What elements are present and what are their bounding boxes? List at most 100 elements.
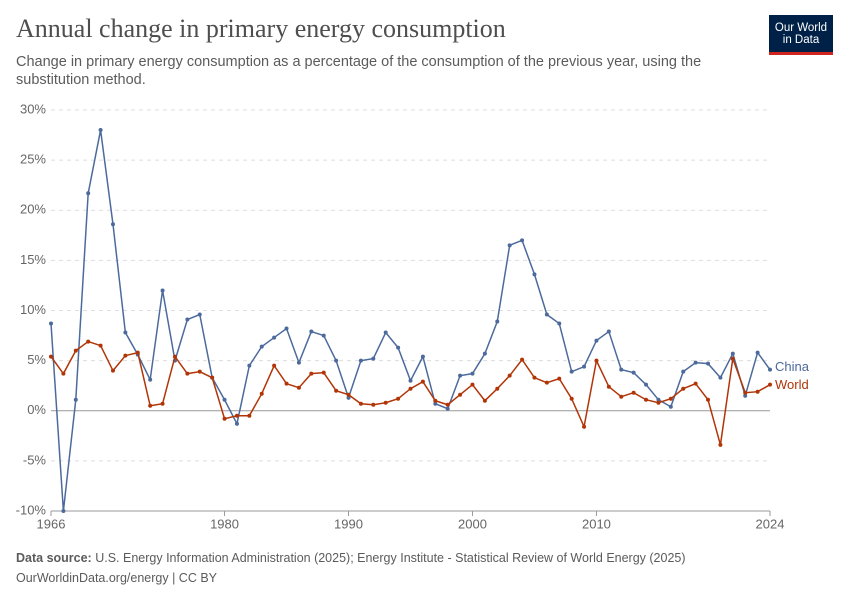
- data-point: [656, 397, 661, 402]
- data-point: [619, 394, 624, 399]
- data-point: [706, 361, 711, 366]
- data-point: [656, 400, 661, 405]
- y-tick-label: 20%: [20, 202, 46, 217]
- legend-label[interactable]: China: [775, 359, 810, 374]
- data-point: [470, 382, 475, 387]
- data-point: [197, 369, 202, 374]
- data-point: [631, 390, 636, 395]
- data-point: [644, 382, 649, 387]
- x-tick-label: 1966: [37, 516, 66, 531]
- data-point: [197, 312, 202, 317]
- data-point: [495, 319, 500, 324]
- data-point: [234, 413, 239, 418]
- y-tick-label: 25%: [20, 152, 46, 167]
- source-line: Data source: U.S. Energy Information Adm…: [16, 548, 686, 568]
- data-point: [768, 367, 772, 372]
- data-point: [73, 397, 78, 402]
- data-point: [110, 222, 115, 227]
- data-point: [408, 378, 413, 383]
- data-point: [321, 333, 326, 338]
- data-point: [73, 348, 78, 353]
- x-tick-label: 2010: [582, 516, 611, 531]
- data-point: [371, 402, 376, 407]
- series-line: [50, 129, 771, 512]
- data-point: [185, 317, 190, 322]
- data-point: [185, 371, 190, 376]
- data-point: [482, 351, 487, 356]
- source: U.S. Energy Information Administration (…: [95, 551, 686, 565]
- data-point: [61, 509, 66, 513]
- data-point: [222, 397, 227, 402]
- logo[interactable]: Our World in Data: [769, 15, 833, 55]
- data-point: [284, 381, 289, 386]
- data-point: [507, 243, 512, 248]
- data-point: [247, 413, 252, 418]
- data-point: [569, 396, 574, 401]
- data-point: [98, 128, 103, 133]
- data-point: [743, 393, 748, 398]
- data-point: [420, 354, 425, 359]
- data-point: [445, 402, 450, 407]
- data-point: [172, 354, 177, 359]
- data-point: [557, 376, 562, 381]
- data-point: [383, 400, 388, 405]
- data-point: [507, 373, 512, 378]
- data-point: [520, 238, 525, 243]
- data-point: [123, 353, 128, 358]
- data-point: [681, 386, 686, 391]
- data-point: [768, 382, 772, 387]
- data-point: [470, 371, 475, 376]
- x-tick-label: 1990: [334, 516, 363, 531]
- y-tick-label: 30%: [20, 101, 46, 116]
- y-tick-label: 10%: [20, 302, 46, 317]
- data-point: [86, 191, 91, 196]
- data-point: [582, 424, 587, 429]
- data-point: [520, 357, 525, 362]
- url[interactable]: OurWorldinData.org/energy | CC BY: [16, 571, 218, 585]
- series-line: [50, 340, 771, 446]
- data-point: [272, 363, 277, 368]
- data-point: [743, 390, 748, 395]
- footer: Data source: U.S. Energy Information Adm…: [16, 548, 686, 588]
- data-point: [730, 351, 735, 356]
- data-point: [383, 330, 388, 335]
- data-point: [582, 364, 587, 369]
- chart-subtitle: Change in primary energy consumption as …: [16, 54, 702, 88]
- data-point: [594, 358, 599, 363]
- source-label: Data source:: [16, 551, 92, 565]
- data-point: [458, 373, 463, 378]
- data-point: [594, 338, 599, 343]
- data-point: [49, 321, 53, 326]
- data-point: [482, 398, 487, 403]
- y-tick-label: -5%: [23, 452, 47, 467]
- data-point: [631, 370, 636, 375]
- data-point: [606, 329, 611, 334]
- data-point: [619, 367, 624, 372]
- data-point: [532, 272, 537, 277]
- data-point: [755, 350, 760, 355]
- x-tick-label: 2000: [458, 516, 487, 531]
- data-point: [358, 401, 363, 406]
- data-point: [321, 370, 326, 375]
- data-point: [668, 396, 673, 401]
- data-point: [644, 397, 649, 402]
- logo-text[interactable]: Our World in Data: [774, 21, 828, 46]
- data-point: [396, 345, 401, 350]
- data-point: [296, 385, 301, 390]
- data-point: [557, 321, 562, 326]
- data-point: [98, 343, 103, 348]
- data-point: [309, 371, 314, 376]
- data-point: [495, 386, 500, 391]
- data-point: [160, 401, 165, 406]
- data-point: [259, 391, 264, 396]
- data-point: [606, 384, 611, 389]
- legend-label[interactable]: World: [775, 377, 809, 392]
- data-point: [49, 354, 53, 359]
- chart: -10% -5% 0% 5% 10% 15% 20% 25% 30% 1966 1980 1990 20…: [16, 101, 810, 531]
- data-point: [346, 392, 351, 397]
- data-point: [346, 395, 351, 400]
- data-point: [234, 421, 239, 426]
- data-point: [247, 363, 252, 368]
- data-point: [544, 312, 549, 317]
